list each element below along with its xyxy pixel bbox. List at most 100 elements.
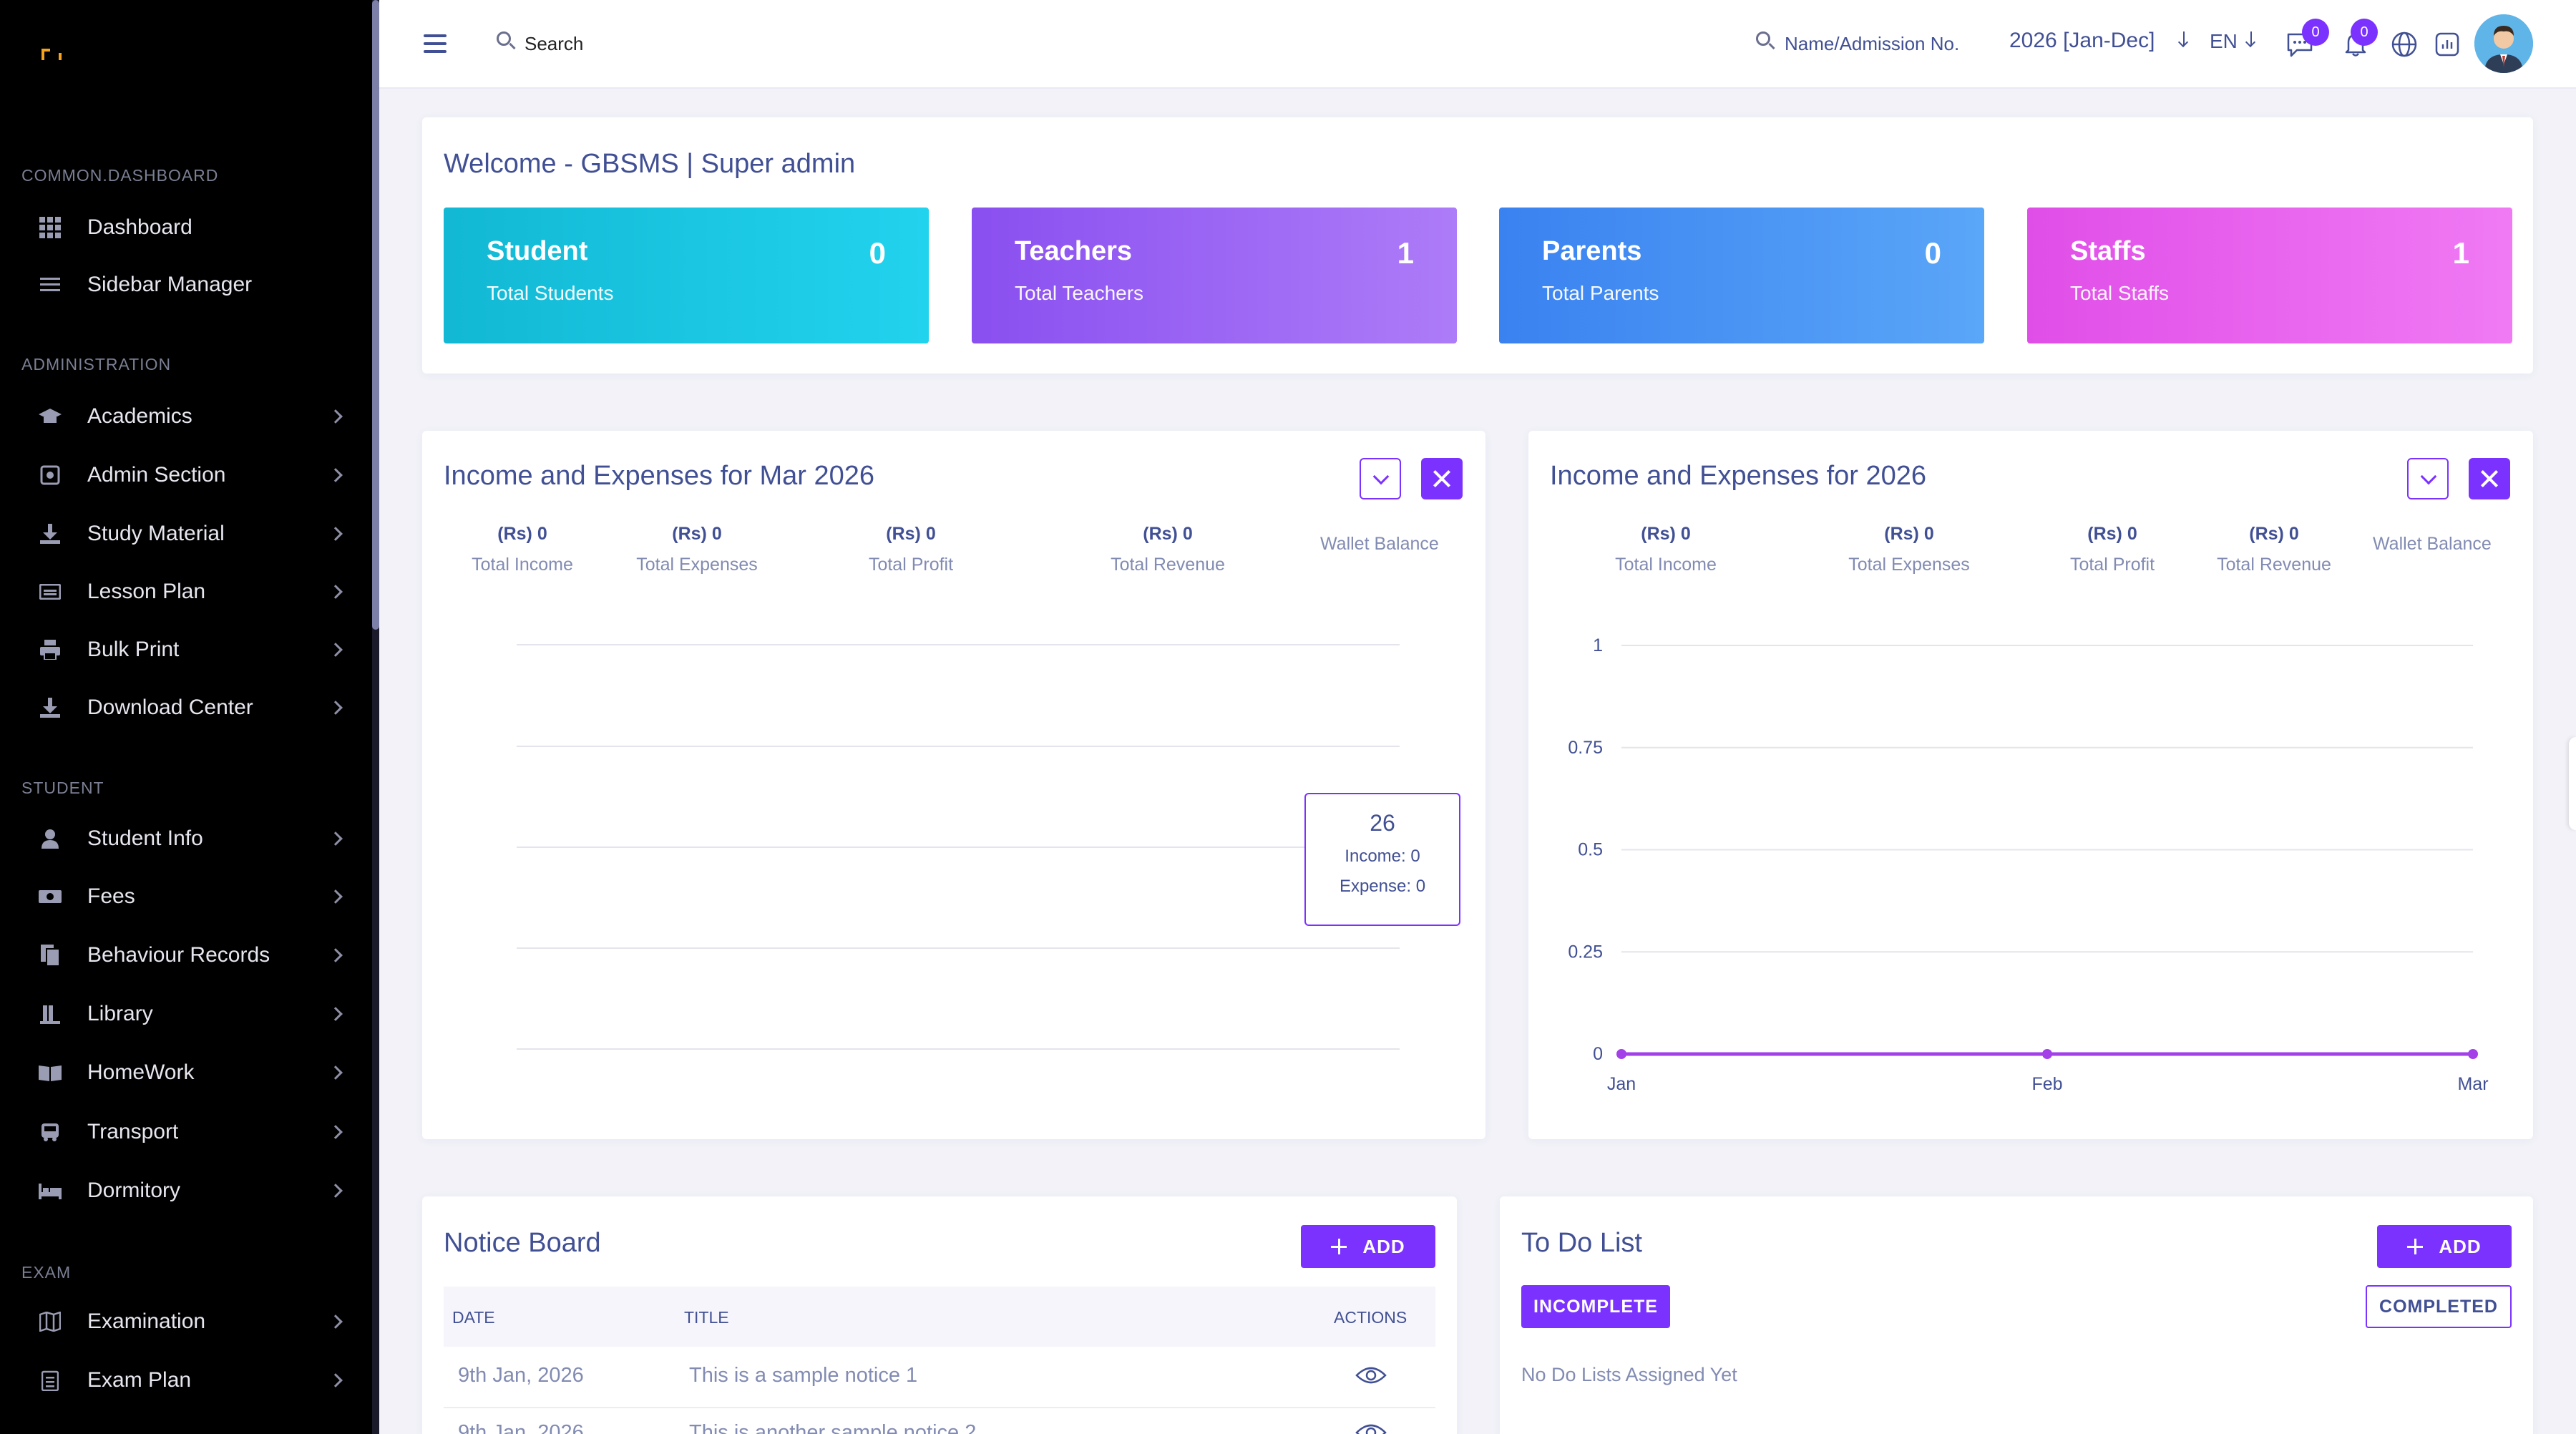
avatar[interactable] <box>2474 14 2533 73</box>
card-subtitle: Total Parents <box>1542 282 1659 304</box>
tab-incomplete[interactable]: INCOMPLETE <box>1521 1285 1670 1328</box>
sidebar-item-label: Student Info <box>87 826 203 850</box>
sidebar-item-label: Study Material <box>87 522 225 545</box>
collapse-button[interactable] <box>1360 458 1401 499</box>
student-stat-card[interactable]: Student Total Students 0 <box>444 208 929 343</box>
sidebar-item-exam-plan[interactable]: Exam Plan <box>0 1355 372 1405</box>
sidebar-item-lesson-plan[interactable]: Lesson Plan <box>0 567 372 617</box>
chevron-right-icon <box>328 1007 343 1021</box>
stat-label: Total Revenue <box>1111 555 1225 575</box>
sidebar-item-label: Examination <box>87 1309 206 1333</box>
tooltip-day: 26 <box>1370 810 1395 836</box>
card-title: Staffs <box>2070 236 2146 266</box>
search-icon <box>1756 31 1775 50</box>
library-icon <box>39 1003 62 1025</box>
sidebar-item-dormitory[interactable]: Dormitory <box>0 1166 372 1216</box>
yearly-total-revenue: (Rs) 0 Total Revenue <box>2202 524 2346 575</box>
sidebar-item-label: Download Center <box>87 696 253 719</box>
data-point[interactable] <box>1616 1049 1626 1059</box>
chevron-right-icon <box>328 527 343 541</box>
staffs-stat-card[interactable]: Staffs Total Staffs 1 <box>2027 208 2512 343</box>
sidebar-item-fees[interactable]: Fees <box>0 872 372 922</box>
sidebar-item-study-material[interactable]: Study Material <box>0 509 372 559</box>
column-header-actions: ACTIONS <box>1334 1308 1407 1327</box>
chevron-right-icon <box>328 948 343 962</box>
admission-search-input[interactable]: Name/Admission No. <box>1785 33 1960 54</box>
view-eye-icon[interactable] <box>1355 1365 1387 1389</box>
close-button[interactable] <box>1421 458 1463 499</box>
search-input[interactable]: Search <box>525 33 584 54</box>
sidebar-item-label: Transport <box>87 1120 179 1143</box>
sidebar-item-dashboard[interactable]: Dashboard <box>0 203 372 253</box>
sidebar-item-student-info[interactable]: Student Info <box>0 814 372 864</box>
section-title-exam: EXAM <box>21 1263 72 1282</box>
monthly-total-expenses: (Rs) 0 Total Expenses <box>625 524 769 575</box>
arrow-down-icon <box>2245 31 2257 48</box>
sidebar-item-label: HomeWork <box>87 1060 195 1084</box>
stat-value: (Rs) 0 <box>1884 524 1934 544</box>
hamburger-menu-icon[interactable] <box>424 34 447 53</box>
yearly-income-panel <box>1528 431 2533 1139</box>
parents-stat-card[interactable]: Parents Total Parents 0 <box>1499 208 1984 343</box>
keyboard-icon <box>39 580 62 603</box>
column-header-date[interactable]: DATE <box>452 1308 495 1327</box>
sidebar-item-examination[interactable]: Examination <box>0 1297 372 1347</box>
sidebar-item-label: Exam Plan <box>87 1368 192 1392</box>
chevron-right-icon <box>328 701 343 715</box>
sidebar-scrollbar-thumb[interactable] <box>372 0 379 630</box>
tab-completed[interactable]: COMPLETED <box>2366 1285 2512 1328</box>
printer-icon <box>39 638 62 661</box>
chevron-right-icon <box>328 1125 343 1139</box>
sidebar-item-homework[interactable]: HomeWork <box>0 1048 372 1098</box>
view-eye-icon[interactable] <box>1355 1423 1387 1434</box>
tooltip-expense: Expense: 0 <box>1339 877 1426 896</box>
teachers-stat-card[interactable]: Teachers Total Teachers 1 <box>972 208 1457 343</box>
monthly-total-revenue: (Rs) 0 Total Revenue <box>1096 524 1239 575</box>
chart-tooltip: 26 Income: 0 Expense: 0 <box>1304 793 1460 926</box>
sidebar-item-transport[interactable]: Transport <box>0 1107 372 1157</box>
chevron-right-icon <box>328 1314 343 1329</box>
sidebar-item-library[interactable]: Library <box>0 989 372 1039</box>
sidebar-item-admin-section[interactable]: Admin Section <box>0 450 372 500</box>
chart-gridline <box>517 746 1400 747</box>
chevron-right-icon <box>328 468 343 482</box>
report-icon[interactable] <box>2433 30 2462 59</box>
add-todo-button[interactable]: ADD <box>2377 1225 2512 1268</box>
data-point[interactable] <box>2468 1049 2478 1059</box>
card-title: Teachers <box>1015 236 1133 266</box>
monthly-total-income: (Rs) 0 Total Income <box>458 524 587 575</box>
sidebar-item-behaviour-records[interactable]: Behaviour Records <box>0 930 372 980</box>
close-button[interactable] <box>2469 458 2510 499</box>
sidebar-item-label: Bulk Print <box>87 638 180 661</box>
card-subtitle: Total Staffs <box>2070 282 2170 304</box>
yearly-chart-title: Income and Expenses for 2026 <box>1550 461 1927 491</box>
sidebar-item-bulk-print[interactable]: Bulk Print <box>0 625 372 675</box>
map-icon <box>39 1310 62 1333</box>
sidebar-item-academics[interactable]: Academics <box>0 391 372 442</box>
sidebar-item-download-center[interactable]: Download Center <box>0 683 372 733</box>
data-point[interactable] <box>2042 1049 2052 1059</box>
messages-badge: 0 <box>2302 19 2329 46</box>
add-notice-button[interactable]: ADD <box>1301 1225 1435 1268</box>
sidebar-item-sidebar-manager[interactable]: Sidebar Manager <box>0 260 372 310</box>
chevron-right-icon <box>328 409 343 424</box>
column-header-title[interactable]: TITLE <box>684 1308 729 1327</box>
stat-value: (Rs) 0 <box>672 524 722 544</box>
sidebar-item-label: Academics <box>87 404 192 428</box>
logo[interactable] <box>42 49 63 64</box>
sidebar-item-label: Fees <box>87 884 135 908</box>
card-title: Student <box>487 236 588 266</box>
side-drawer-handle[interactable] <box>2569 737 2576 830</box>
tooltip-income: Income: 0 <box>1345 847 1420 866</box>
academic-year-select[interactable]: 2026 [Jan-Dec] <box>2009 29 2155 52</box>
collapse-button[interactable] <box>2407 458 2449 499</box>
sidebar-scrollbar-track[interactable] <box>372 0 379 1434</box>
notice-table-header <box>444 1287 1435 1347</box>
card-subtitle: Total Teachers <box>1015 282 1144 304</box>
y-tick-label: 0.25 <box>1568 942 1603 962</box>
user-icon <box>39 827 62 850</box>
globe-icon[interactable] <box>2390 30 2419 59</box>
y-tick-label: 0.5 <box>1578 840 1603 860</box>
language-select[interactable]: EN <box>2210 30 2238 52</box>
book-icon <box>39 1061 62 1084</box>
